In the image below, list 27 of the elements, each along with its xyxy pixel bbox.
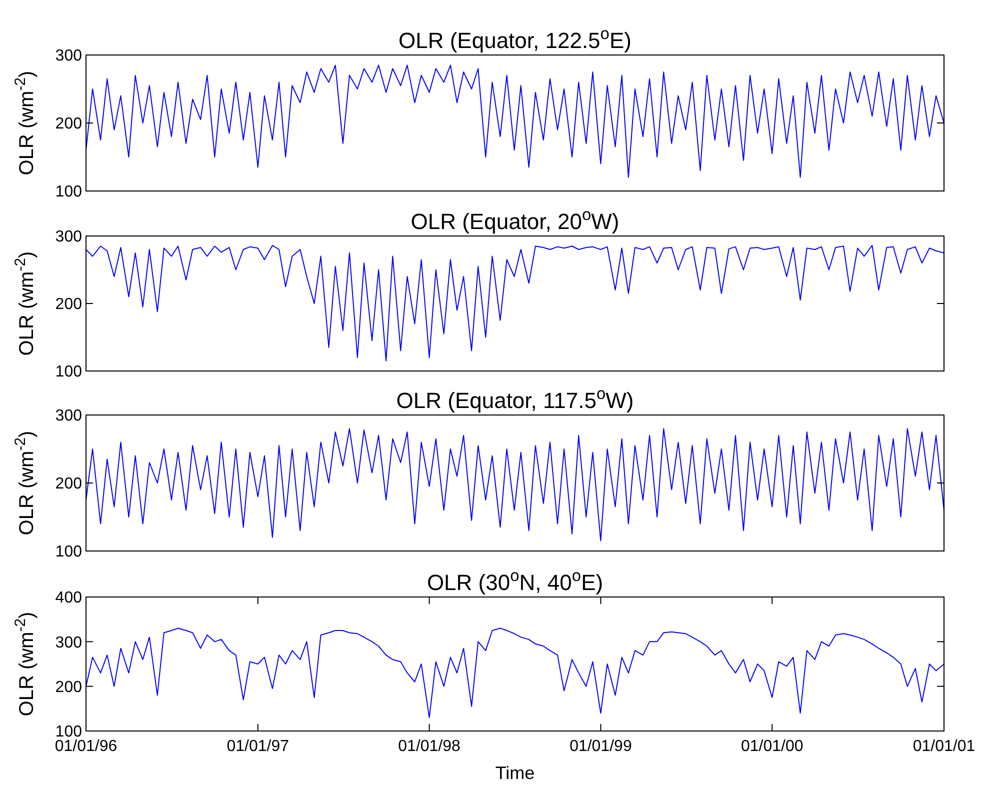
x-tick-label: 01/01/96 — [54, 738, 118, 755]
y-tick-label: 300 — [55, 228, 82, 246]
y-tick-label: 100 — [55, 184, 82, 201]
y-tick-label: 100 — [55, 544, 82, 561]
line-series — [86, 428, 944, 542]
line-series — [86, 64, 944, 178]
y-tick-label: 300 — [55, 408, 82, 425]
y-tick-label: 200 — [55, 296, 82, 314]
chart-title: OLR (Equator, 122.5$^{o}$E) — [398, 25, 632, 53]
y-tick-label: 300 — [55, 634, 82, 652]
x-tick-label: 01/01/99 — [570, 738, 632, 755]
line-series — [86, 244, 944, 362]
x-tick-label: 01/01/01 — [912, 738, 976, 755]
chart-title: OLR (30$^{o}$N, 40$^{o}$E) — [426, 567, 604, 595]
y-tick-label: 200 — [55, 476, 82, 493]
y-tick-label: 100 — [55, 364, 82, 381]
y-tick-label: 400 — [55, 590, 82, 607]
chart-title: OLR (Equator, 117.5$^{o}$W) — [396, 385, 634, 413]
x-tick-label: 01/01/98 — [398, 738, 461, 755]
chart-title: OLR (Equator, 20$^{o}$W) — [410, 206, 620, 234]
x-tick-label: 01/01/97 — [226, 738, 290, 755]
y-tick-label: 200 — [55, 678, 82, 696]
line-series — [86, 628, 944, 718]
y-tick-label: 200 — [55, 116, 82, 133]
x-tick-label: 01/01/00 — [740, 738, 804, 755]
x-axis-title: Time — [495, 763, 535, 783]
y-tick-label: 300 — [55, 48, 82, 65]
